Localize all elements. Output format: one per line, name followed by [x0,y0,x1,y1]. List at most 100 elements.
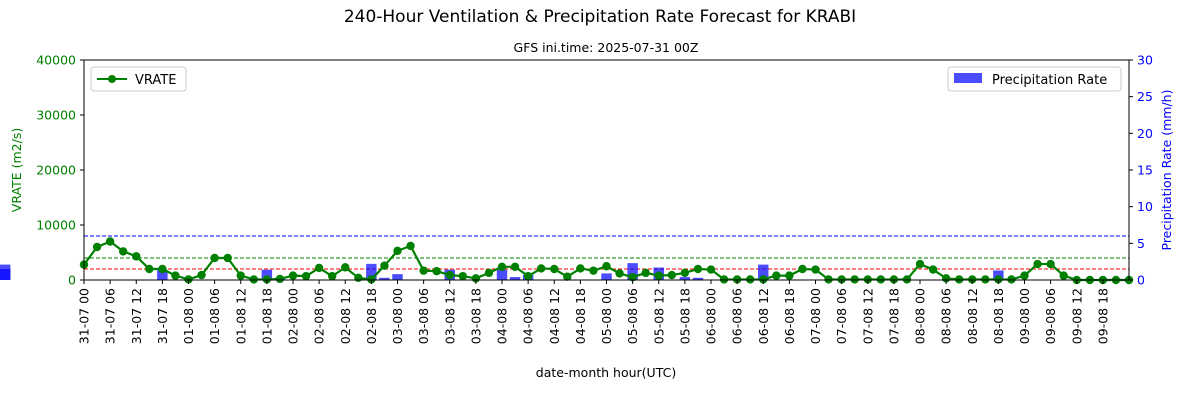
vrate-point [654,271,663,280]
x-tick-label: 08-08 12 [965,288,980,344]
vrate-legend: VRATE [90,66,187,92]
x-tick-label: 05-08 12 [651,288,666,344]
vrate-point [1059,271,1068,280]
x-tick-label: 05-08 18 [677,288,692,344]
vrate-point [928,265,938,274]
precip-bar [627,263,638,280]
vrate-point [1007,275,1016,284]
precip-bar [261,269,273,280]
precip-bar [157,269,168,280]
vrate-point [406,241,415,251]
vrate-point [92,242,102,252]
vrate-point [301,271,311,281]
vrate-point [484,268,494,278]
precip-legend-box [947,66,1122,92]
vrate-point [380,261,389,270]
precip-bar [0,264,11,280]
vrate-point [510,262,520,271]
vrate-point [981,275,990,284]
vrate-point [719,275,729,284]
vrate-point [732,275,742,284]
vrate-point [223,253,232,263]
vrate-series [79,237,1134,285]
vrate-point [968,275,977,284]
x-tick-label: 04-08 12 [547,288,562,344]
precip-legend-swatch [954,73,982,83]
x-tick-label: 05-08 00 [599,288,614,344]
vrate-point [236,271,245,280]
x-tick-label: 06-08 06 [730,288,745,344]
vrate-point [772,271,781,280]
x-tick-label: 06-08 00 [704,288,719,344]
vrate-point [785,271,794,280]
left-tick-label: 40000 [36,53,76,68]
precip-bar [692,277,704,280]
right-tick-label: 10 [1137,199,1153,214]
precip-bar [379,277,390,280]
x-tick-label: 07-08 18 [886,288,901,344]
x-tick-label: 09-08 12 [1069,288,1084,344]
right-axis-label: Precipitation Rate (mm/h) [1159,90,1174,251]
left-tick-label: 10000 [36,218,76,233]
chart-title: 240-Hour Ventilation & Precipitation Rat… [344,7,856,27]
x-tick-label: 31-07 18 [155,288,170,344]
x-tick-label: 09-08 18 [1095,288,1110,344]
vrate-point [445,270,454,280]
vrate-point [693,264,703,274]
left-tick-label: 0 [68,273,76,288]
x-tick-label: 03-08 12 [442,288,457,344]
vrate-point [576,264,585,273]
x-tick-label: 02-08 00 [286,288,301,344]
vrate-point [759,275,768,284]
vrate-legend-label: VRATE [135,73,176,88]
vrate-point [680,268,690,278]
precip-bar [679,277,691,280]
left-tick-label: 30000 [36,108,76,123]
x-tick-label: 01-08 00 [181,288,196,344]
chart-subtitle: GFS ini.time: 2025-07-31 00Z [514,40,699,55]
x-tick-label: 01-08 12 [233,288,248,344]
right-tick-label: 5 [1137,236,1145,251]
vrate-point [145,264,154,274]
x-tick-label: 08-08 18 [991,288,1006,344]
vrate-point [994,275,1003,284]
vrate-point [158,264,167,274]
vrate-point [118,247,128,256]
vrate-point [745,275,755,284]
vrate-point [314,263,324,273]
precip-bar [366,263,377,280]
vrate-point [889,275,899,284]
vrate-point [628,273,637,282]
vrate-point [275,274,285,284]
x-tick-label: 01-08 06 [207,288,222,344]
x-axis-label: date-month hour(UTC) [536,365,676,380]
vrate-point [850,275,859,284]
x-tick-label: 08-08 06 [939,288,954,344]
vrate-point [288,271,298,280]
vrate-point [458,271,468,281]
x-tick-label: 03-08 18 [468,288,483,344]
x-tick-label: 04-08 06 [521,288,536,344]
vrate-point [863,275,872,284]
plot-frame [83,59,1130,281]
precip-legend-label: Precipitation Rate [992,73,1107,88]
x-tick-label: 02-08 06 [312,288,327,344]
right-tick-label: 25 [1137,89,1153,104]
vrate-point [837,275,846,284]
right-tick-label: 15 [1137,163,1153,178]
x-axis-ticks: 31-07 00 31-07 06 31-07 12 31-07 18 01-08 00… [77,280,1110,344]
left-axis-label: VRATE (m2/s) [9,128,24,212]
x-tick-label: 07-08 06 [834,288,849,344]
vrate-point [811,265,820,274]
vrate-point [419,266,428,275]
x-tick-label: 31-07 12 [129,288,144,344]
vrate-point [602,262,611,271]
vrate-point [550,264,559,274]
precip-bar [496,269,508,280]
precip-bar [993,270,1004,280]
x-tick-label: 05-08 06 [625,288,640,344]
x-tick-label: 06-08 18 [782,288,797,344]
left-axis-ticks: 0 10000 20000 30000 40000 [36,53,84,288]
x-tick-label: 02-08 18 [364,288,379,344]
